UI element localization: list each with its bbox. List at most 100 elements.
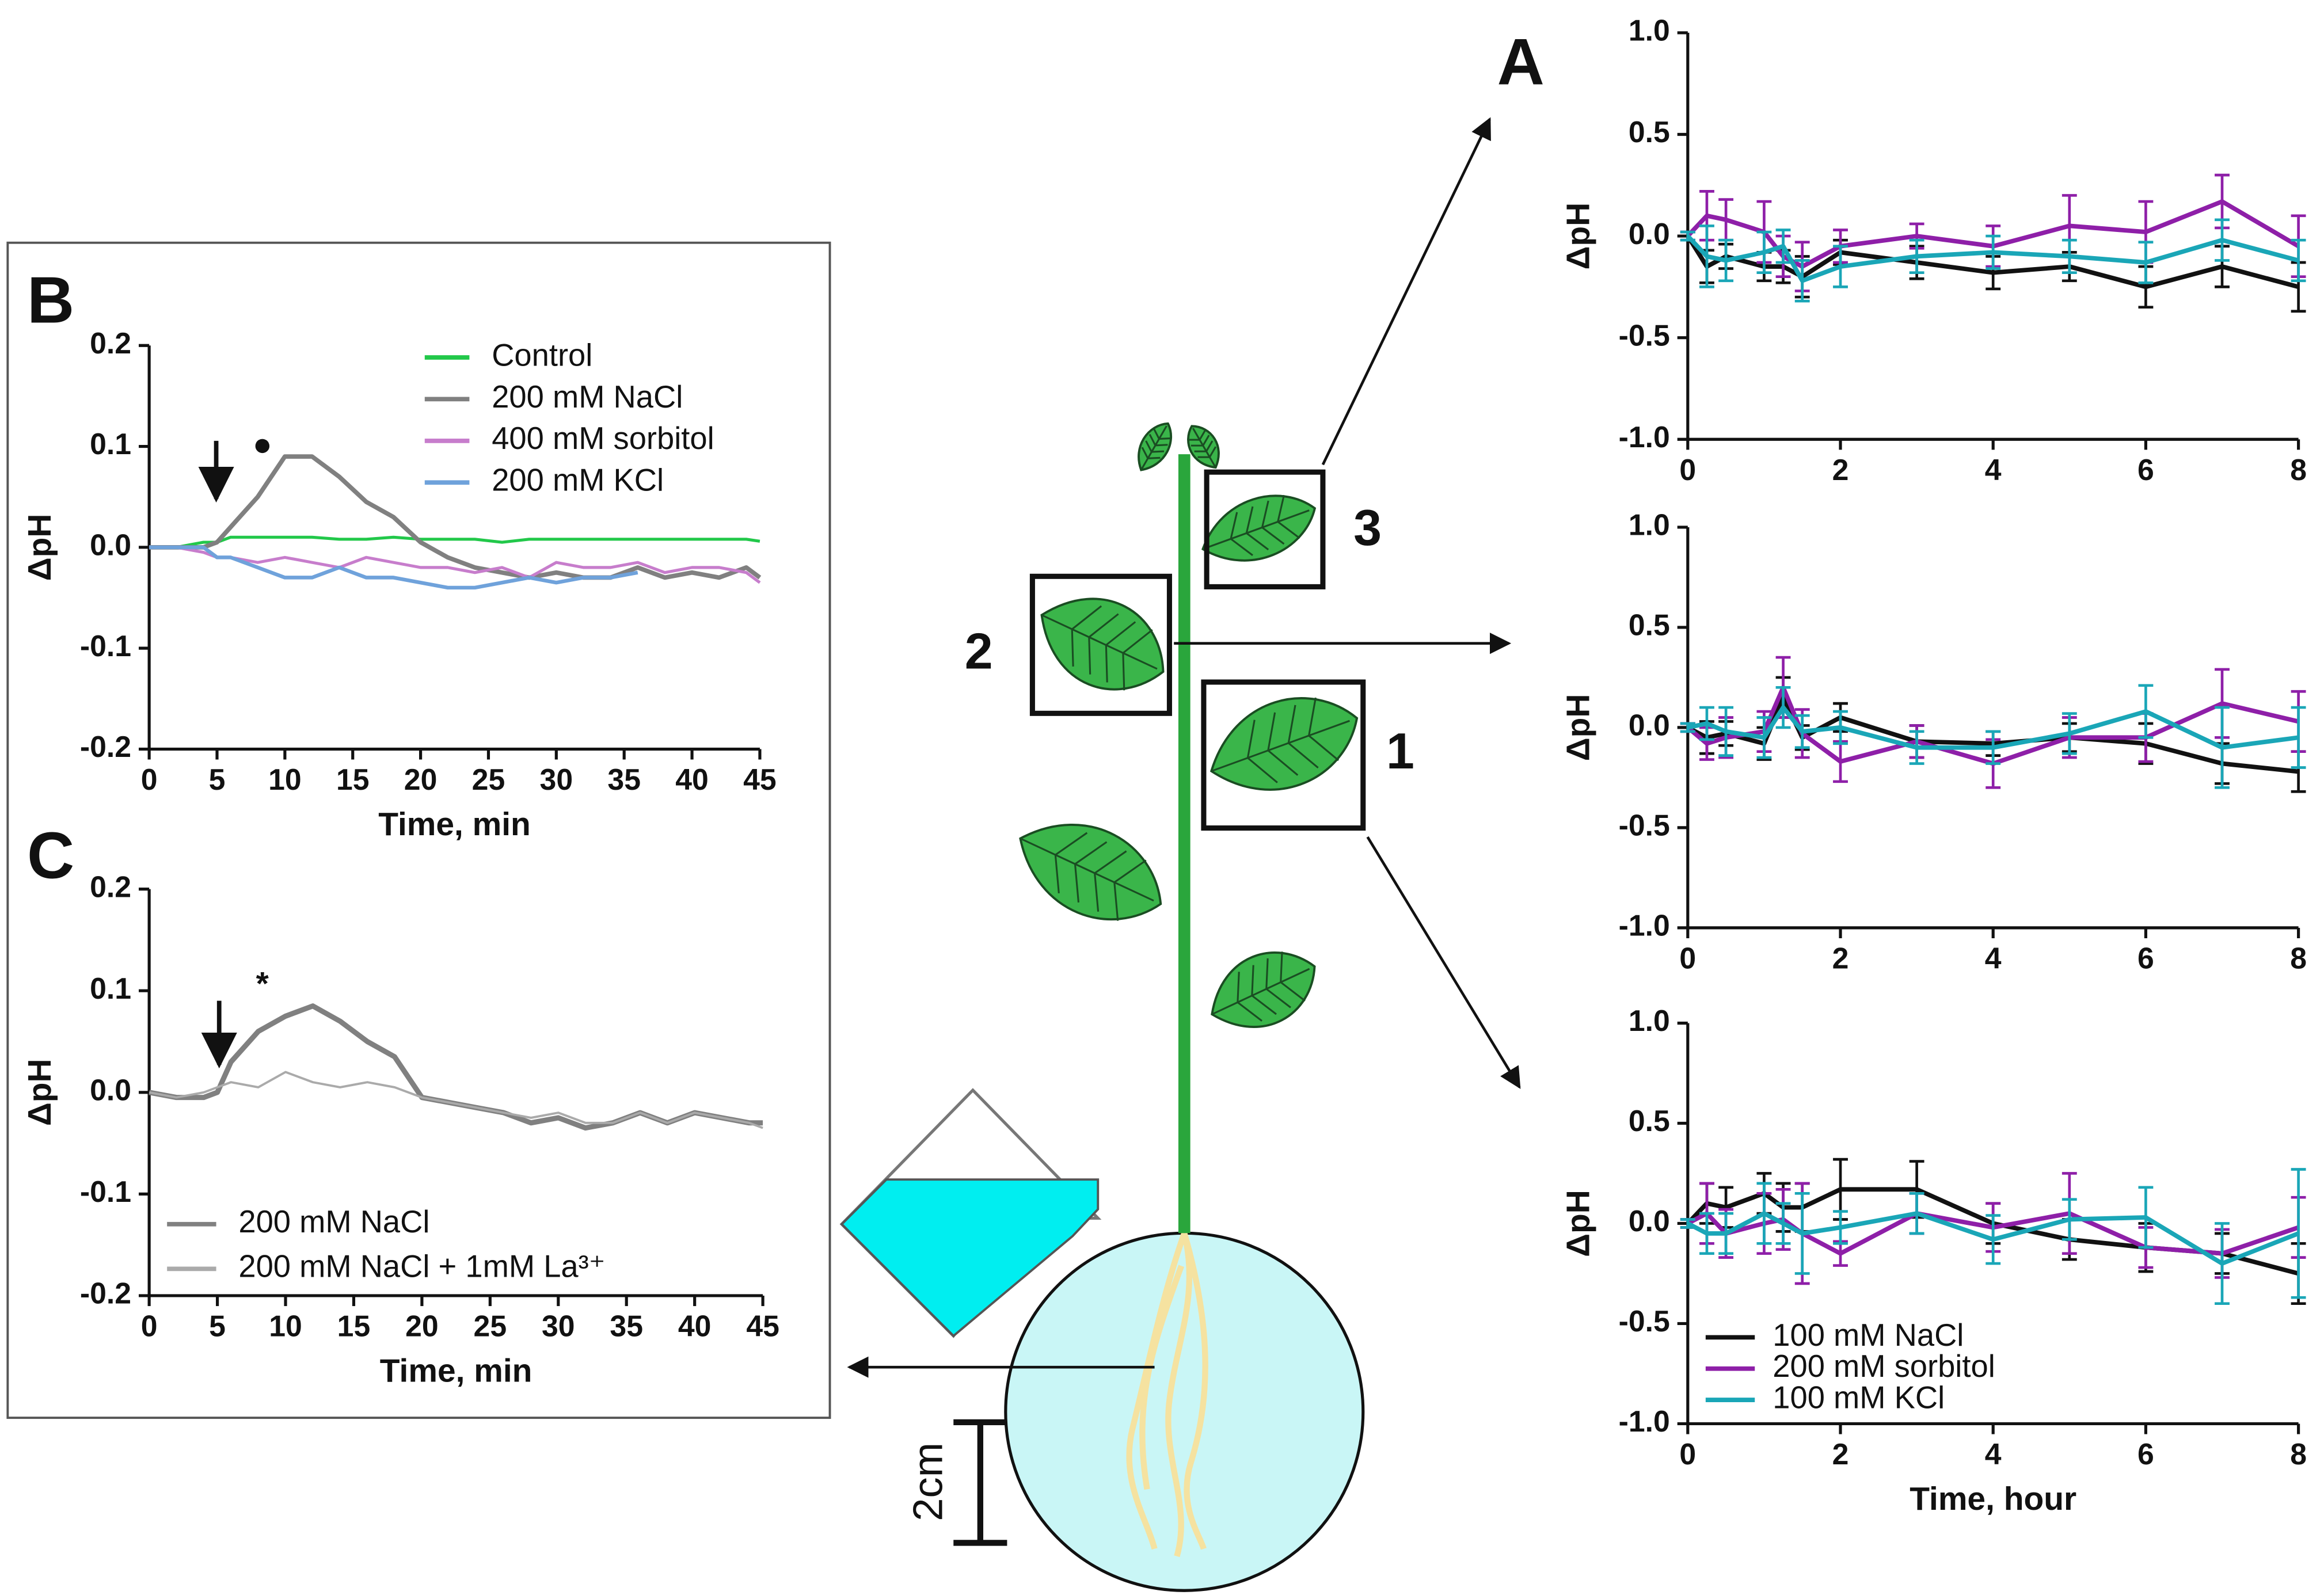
roots [1126,1232,1208,1558]
arrows [847,117,1521,1378]
series-line [149,454,762,580]
leaf-vein [1140,425,1172,471]
x-tick-label: 40 [678,1310,712,1343]
x-axis-label: Time, min [380,1353,532,1390]
leaf-vein [1211,697,1350,783]
y-tick-label: 0.2 [90,870,131,903]
x-tick-label: 30 [542,1310,575,1343]
series-line [1687,705,2299,750]
leaf-label: 2 [965,623,993,680]
y-tick-label: 1.0 [1629,1004,1670,1037]
annotation: * [256,965,269,1002]
leaf [1201,494,1317,562]
y-tick-label: -0.1 [80,629,131,663]
x-tick-label: 8 [2290,941,2307,974]
leaf-vein [1041,605,1158,691]
series-line [149,1003,763,1131]
x-tick-label: 6 [2137,453,2154,486]
leaf [1209,697,1359,791]
y-axis-label: ΔpH [1560,203,1597,270]
y-tick-label: 1.0 [1629,14,1670,47]
x-tick-label: 4 [1985,941,2002,974]
y-axis-label: ΔpH [1560,694,1597,762]
y-tick-label: 0.5 [1629,608,1670,642]
x-tick-label: 40 [675,763,709,796]
x-tick-label: 25 [472,763,505,796]
y-tick-label: 1.0 [1629,508,1670,542]
y-tick-label: 0.0 [1629,1204,1670,1238]
panel-label: B [27,264,74,337]
x-tick-label: 10 [268,763,302,796]
leaf [1019,823,1162,921]
y-tick-label: -0.2 [80,730,131,763]
leaf-vein [1211,951,1310,1022]
legend-label: 200 mM NaCl + 1mM La³⁺ [238,1249,605,1284]
beaker-liquid [840,1178,1100,1338]
y-axis-label: ΔpH [1560,1190,1597,1257]
y-tick-label: -0.5 [1619,318,1670,352]
x-tick-label: 10 [269,1310,302,1343]
panel-label: A [1497,26,1545,99]
y-axis-label: ΔpH [21,1059,58,1126]
series-line [1686,234,2299,283]
y-tick-label: 0.0 [1629,217,1670,250]
y-tick-label: -0.5 [1619,1304,1670,1338]
scale-label: 2cm [905,1442,952,1521]
x-tick-label: 20 [404,763,438,796]
x-tick-label: 35 [610,1310,643,1343]
x-axis-label: Time, min [378,806,531,843]
x-tick-label: 15 [337,1310,371,1343]
y-tick-label: -0.2 [80,1277,131,1310]
legend-label: Control [492,337,592,372]
x-tick-label: 30 [540,763,573,796]
x-tick-label: 0 [1679,1437,1696,1471]
x-tick-label: 2 [1832,1437,1849,1471]
x-tick-label: 35 [607,763,641,796]
legend-label: 200 mM KCl [492,463,664,498]
leaf [1187,425,1220,469]
leaf-vein [1020,832,1154,921]
x-tick-label: 2 [1832,941,1849,974]
series-line [149,545,638,590]
x-tick-label: 5 [209,763,226,796]
x-tick-label: 4 [1985,453,2002,486]
series-line [149,1071,763,1129]
y-tick-label: -1.0 [1619,1404,1670,1438]
y-tick-label: -1.0 [1619,420,1670,454]
legend-label: 100 mM NaCl [1773,1318,1964,1353]
legend-label: 200 mM NaCl [238,1204,429,1239]
y-tick-label: 0.2 [90,326,131,360]
y-tick-label: -0.5 [1619,809,1670,842]
x-tick-label: 15 [336,763,370,796]
pot [1004,1231,1365,1592]
y-tick-label: 0.5 [1629,115,1670,149]
x-tick-label: 8 [2290,453,2307,486]
leaf-vein [1188,428,1217,468]
x-tick-label: 4 [1985,1437,2002,1471]
leaf-vein [1202,494,1310,557]
leaf [1211,951,1316,1028]
x-tick-label: 0 [1679,941,1696,974]
legend-label: 100 mM KCl [1773,1380,1945,1415]
x-tick-label: 0 [141,1310,158,1343]
leaf [1138,422,1173,471]
y-tick-label: -1.0 [1619,909,1670,942]
y-tick-label: 0.5 [1629,1104,1670,1137]
x-tick-label: 2 [1832,453,1849,486]
x-axis-label: Time, hour [1910,1480,2076,1517]
error-bar [2291,706,2306,769]
x-tick-label: 20 [405,1310,439,1343]
panel-frame [6,241,831,1419]
x-tick-label: 8 [2290,1437,2307,1471]
legend-label: 200 mM NaCl [492,379,683,414]
y-tick-label: 0.1 [90,972,131,1005]
leaf-label: 3 [1353,499,1382,556]
legend-label: 200 mM sorbitol [1773,1349,1995,1384]
x-tick-label: 6 [2137,1437,2154,1471]
y-tick-label: -0.1 [80,1175,131,1208]
series-line [149,535,760,549]
x-tick-label: 45 [743,763,777,796]
scale-bar [953,1419,1007,1546]
leaf-boxes [1029,469,1366,831]
